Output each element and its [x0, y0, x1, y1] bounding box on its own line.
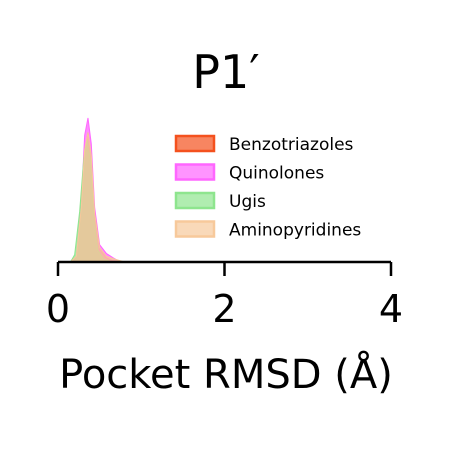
- series-areas: [68, 117, 125, 263]
- legend: Benzotriazoles Quinolones Ugis Aminopyridin…: [174, 134, 361, 241]
- legend-swatch-ugis: [174, 191, 216, 210]
- x-axis-label: Pocket RMSD (Å): [59, 350, 393, 398]
- legend-swatch-aminopyridines: [174, 220, 216, 238]
- x-tick-label-2: 2: [212, 287, 236, 331]
- legend-label-ugis: Ugis: [229, 192, 266, 212]
- legend-swatch-benzotriazoles: [174, 134, 216, 153]
- legend-label-aminopyridines: Aminopyridines: [229, 221, 361, 241]
- chart-title: P1′: [192, 45, 259, 99]
- x-axis: 0 2 4: [46, 260, 403, 331]
- x-tick-label-0: 0: [46, 287, 70, 331]
- area-aminopyridines: [69, 132, 125, 263]
- legend-label-quinolones: Quinolones: [229, 164, 324, 184]
- legend-label-benzotriazoles: Benzotriazoles: [229, 135, 354, 155]
- x-tick-label-4: 4: [379, 287, 403, 331]
- legend-swatch-quinolones: [174, 163, 216, 181]
